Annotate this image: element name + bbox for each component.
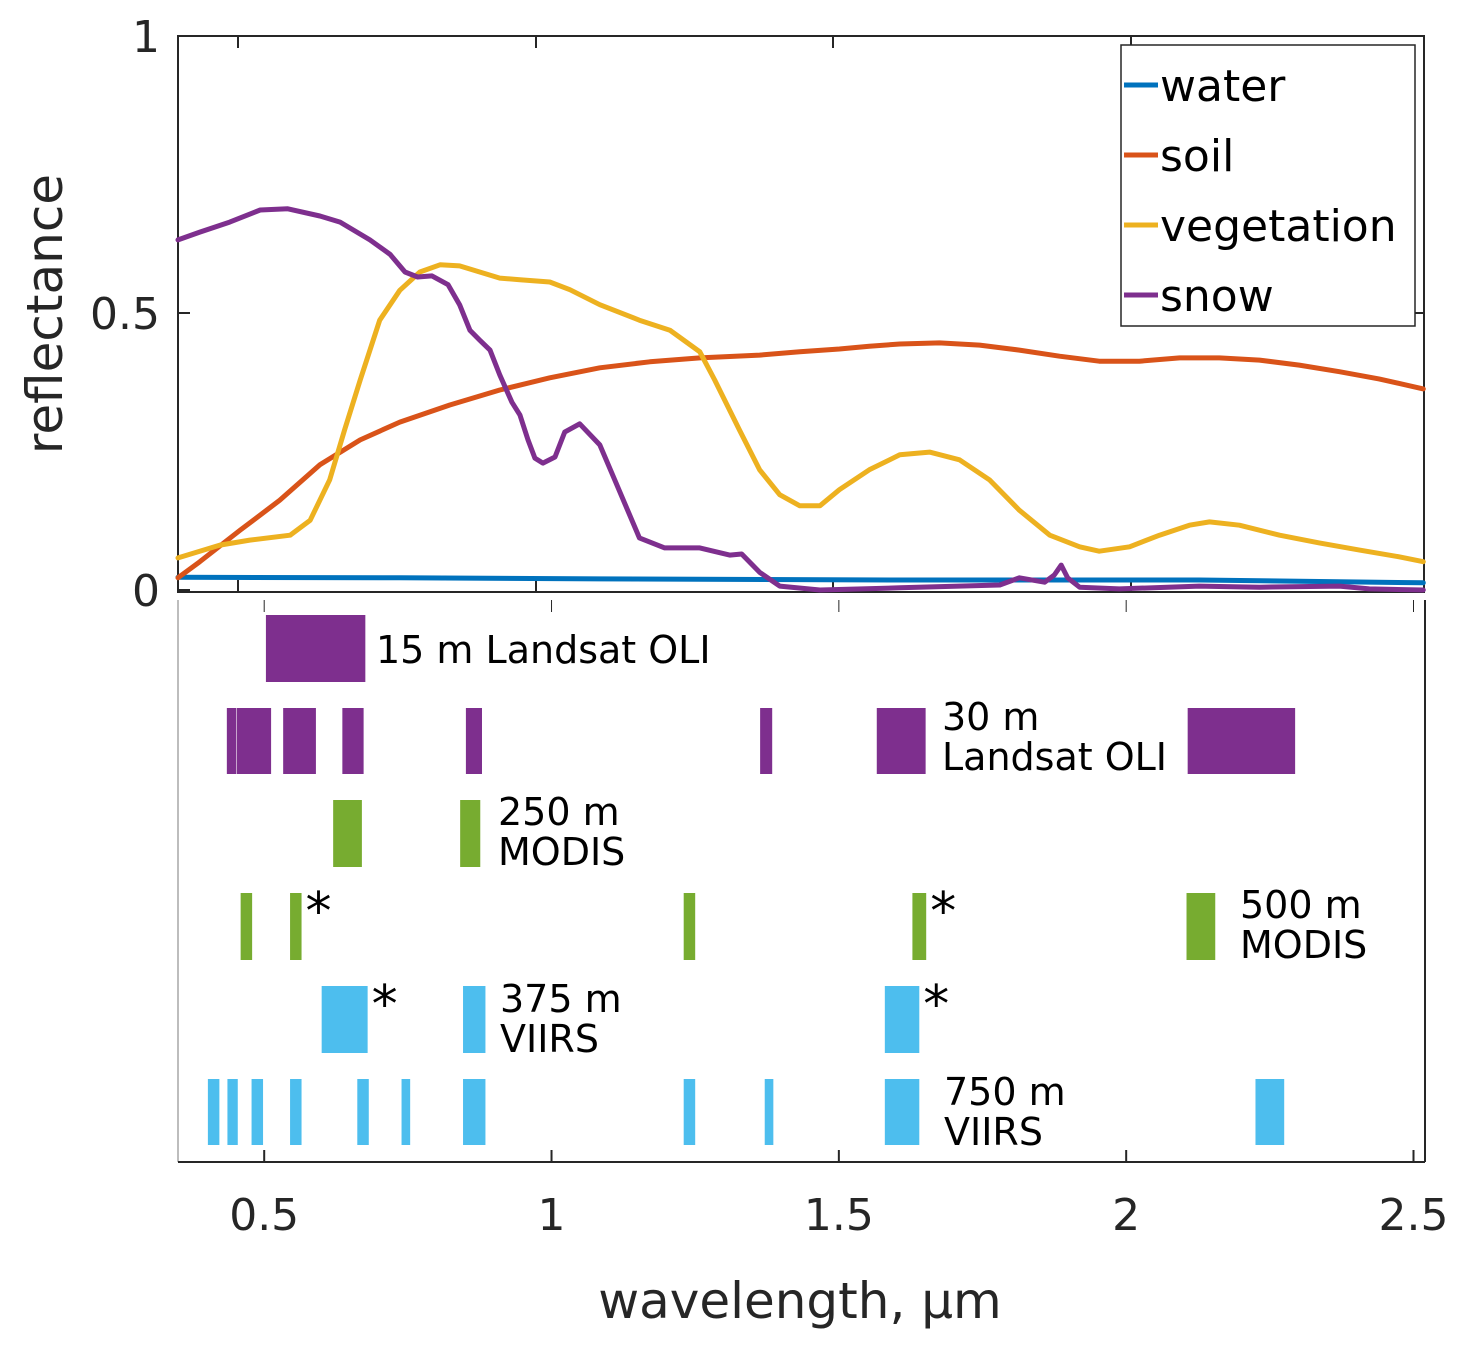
- band-bar: [283, 708, 316, 774]
- band-row-label: 30 m: [942, 695, 1039, 739]
- band-row-label: VIIRS: [500, 1017, 599, 1061]
- series-line-vegetation: [175, 262, 1426, 565]
- band-bar: [226, 708, 237, 774]
- band-bar: [760, 708, 773, 774]
- band-row-label: VIIRS: [944, 1110, 1043, 1154]
- band-bar: [333, 800, 362, 867]
- band-row-label: 375 m: [500, 977, 622, 1021]
- band-bar: [240, 893, 253, 960]
- band-bar: [1186, 893, 1216, 960]
- band-row-label: MODIS: [1240, 923, 1367, 967]
- band-bars: [207, 615, 1296, 1145]
- band-bar: [342, 708, 364, 774]
- band-row-label: Landsat OLI: [942, 735, 1167, 779]
- band-bar: [401, 1079, 411, 1145]
- star-marker: *: [306, 882, 332, 942]
- bands-panel: 0.5 1 1.5 2 2.5 15 m Landsat OLI 30 mLandsat …: [177, 600, 1448, 1330]
- band-bar: [357, 1079, 369, 1145]
- x-axis-label: wavelength, μm: [598, 1272, 1002, 1330]
- band-bar: [321, 986, 368, 1053]
- band-bar: [764, 1079, 774, 1145]
- y-tick-label: 1: [132, 12, 160, 63]
- legend-label-vegetation: vegetation: [1160, 201, 1397, 252]
- legend-box: [1120, 44, 1416, 327]
- band-bar: [683, 1079, 696, 1145]
- band-bar: [876, 708, 926, 774]
- band-bar: [236, 708, 272, 774]
- star-marker: *: [930, 882, 956, 942]
- legend-label-soil: soil: [1160, 131, 1234, 182]
- band-bar: [463, 1079, 486, 1145]
- band-bar: [884, 986, 920, 1053]
- series-line-snow: [175, 206, 1426, 593]
- band-bar: [463, 986, 486, 1053]
- band-bar: [265, 615, 366, 682]
- x-tick-label: 2: [1112, 1190, 1140, 1241]
- x-tick-label: 2.5: [1379, 1190, 1449, 1241]
- y-tick-label: 0.5: [90, 289, 160, 340]
- band-bar: [251, 1079, 264, 1145]
- band-bar: [465, 708, 482, 774]
- band-bar: [884, 1079, 920, 1145]
- star-marker: *: [923, 975, 949, 1035]
- band-bar: [912, 893, 927, 960]
- star-marker: *: [372, 975, 398, 1035]
- legend: water soil vegetation snow: [1120, 44, 1416, 327]
- y-tick-label: 0: [132, 566, 160, 617]
- band-row-label: 500 m: [1240, 883, 1362, 927]
- top-yticks: 00.51: [90, 12, 1424, 617]
- band-bar: [227, 1079, 238, 1145]
- series-line-soil: [175, 340, 1426, 581]
- band-bar: [207, 1079, 220, 1145]
- band-bar: [460, 800, 481, 867]
- band-row-label: 250 m: [498, 790, 620, 834]
- band-bar: [1187, 708, 1296, 774]
- x-tick-label: 1: [538, 1190, 566, 1241]
- bottom-xticks: 0.5 1 1.5 2 2.5: [229, 600, 1448, 1241]
- band-bar: [290, 1079, 302, 1145]
- band-row-label: 15 m Landsat OLI: [376, 628, 711, 672]
- x-tick-label: 0.5: [229, 1190, 299, 1241]
- band-row-label: MODIS: [498, 830, 625, 874]
- band-bar: [290, 893, 302, 960]
- band-row-label: 750 m: [944, 1070, 1066, 1114]
- legend-label-snow: snow: [1160, 271, 1274, 322]
- spectra-curves: [175, 206, 1426, 593]
- legend-label-water: water: [1160, 61, 1286, 112]
- x-tick-label: 1.5: [804, 1190, 874, 1241]
- band-bar: [683, 893, 696, 960]
- band-bar: [1255, 1079, 1285, 1145]
- y-axis-label: reflectance: [16, 174, 74, 454]
- series-line-water: [175, 574, 1426, 586]
